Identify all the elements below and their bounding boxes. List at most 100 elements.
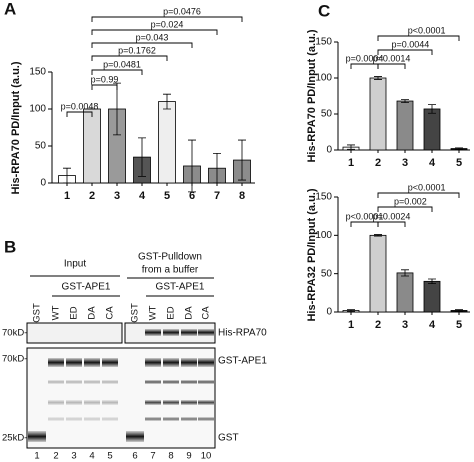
error-bar [401,99,409,103]
band [102,400,118,405]
x-tick-label: 7 [214,190,220,202]
band [181,417,197,421]
y-tick-label: 50 [35,141,47,152]
y-tick-label: 150 [29,67,46,78]
lane-label: WT [148,305,159,320]
x-tick-label: 3 [114,190,120,202]
blot-strip [26,322,123,344]
bar [423,108,441,151]
band [102,417,118,421]
bracket [377,221,406,227]
lane-number: 4 [89,451,94,462]
lane-number: 8 [168,451,173,462]
x-tick-label: 5 [456,157,462,169]
band [181,329,197,336]
lane-number: 2 [53,451,58,462]
error-bar [455,147,463,150]
band [163,380,179,384]
y-tick-label: 150 [315,192,332,203]
x-tick-label: 2 [375,319,381,331]
p-value: p=0.99 [91,74,119,84]
band [84,417,100,421]
p-value: p=0.1762 [118,45,156,55]
lane-label: ED [166,306,177,319]
band [48,380,64,384]
band [198,329,214,336]
lane-number: 10 [201,451,212,462]
lane-number: 3 [71,451,76,462]
y-tick-label: 100 [315,230,332,241]
y-tick-label: 50 [321,268,333,279]
band [145,400,161,405]
p-value: p<0.0001 [408,25,446,35]
band [145,358,161,367]
band [28,431,46,442]
bracket [91,55,168,61]
band [198,400,214,405]
error-bar [374,76,382,80]
bracket [377,192,460,198]
band [84,380,100,384]
lane-label: GST [130,303,141,323]
band [181,400,197,405]
x-tick-label: 4 [139,190,146,202]
band [181,380,197,384]
p-value: p=0.0044 [392,39,430,49]
y-tick-label: 50 [321,109,333,120]
bracket [377,49,433,55]
y-tick-label: 0 [40,178,46,189]
y-axis-title: His-RPA70 PD/Input (a.u.) [306,29,318,162]
lane-label: GST [32,303,43,323]
error-bar [113,82,121,136]
lane-number: 5 [107,451,112,462]
band [198,417,214,421]
bracket [377,206,433,212]
lane-label: DA [184,306,195,320]
construct-label: GST-APE1 [156,282,205,293]
error-bar [401,269,409,277]
error-bar [347,144,355,150]
x-tick-label: 2 [89,190,95,202]
lane-number: 9 [186,451,191,462]
y-tick-label: 0 [326,145,332,156]
blot-panel: Input GST-Pulldown from a buffer GST-APE… [2,252,267,449]
band [66,380,82,384]
bracket [91,84,118,90]
bar [369,234,387,313]
bands [28,329,214,442]
x-tick-label: 1 [348,319,354,331]
band [102,380,118,384]
band [48,358,64,367]
band [198,380,214,384]
p-value: p=0.024 [151,19,184,29]
band [126,431,144,442]
band [163,358,179,367]
lane-label: DA [87,306,98,320]
band [102,358,118,367]
lane-label: CA [201,306,212,320]
band [48,400,64,405]
lane-label: WT [51,305,62,320]
p-value: p=0.0004 [346,53,384,63]
band [145,329,161,336]
error-bar [374,234,382,237]
p-value: p=0.0014 [373,53,411,63]
error-bar [347,309,355,312]
x-tick-label: 3 [402,157,408,169]
y-axis-title: His-RPA70 PD/Input (a.u.) [10,61,22,194]
bracket [377,35,460,41]
bracket [91,29,218,35]
band-label: His-RPA70 [218,328,267,339]
p-value: p=0.043 [136,32,169,42]
lane-number: 7 [150,451,155,462]
band-label: GST [218,433,239,444]
bracket [377,63,406,69]
x-tick-label: 6 [189,190,195,202]
panel-label: A [4,0,16,18]
bracket [350,63,379,69]
bar [83,108,101,184]
bar [158,101,176,184]
x-tick-label: 4 [429,157,436,169]
